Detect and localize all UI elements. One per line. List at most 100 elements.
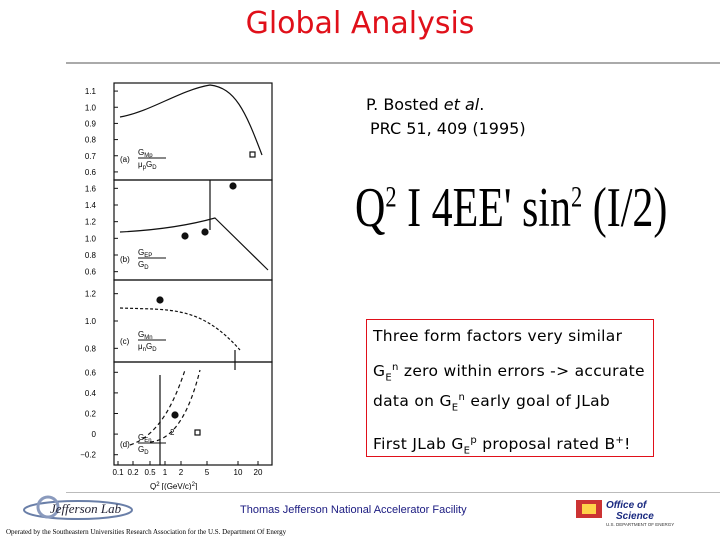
y-tick-label: 1.2 — [85, 218, 97, 227]
dot — [181, 232, 189, 240]
facility: Thomas Jefferson National Accelerator Fa… — [240, 504, 467, 516]
sub: Mp — [144, 153, 153, 159]
x-axis-label: Q2 [(GeV/c)2] — [150, 482, 197, 490]
dot — [156, 296, 164, 304]
x-tick-label: 2 — [179, 468, 184, 477]
ratio-part: GEP — [138, 248, 152, 259]
text: . — [479, 95, 485, 114]
y-tick-label: 1.6 — [85, 184, 97, 193]
y-tick-label: 0.2 — [85, 410, 97, 419]
base: G — [138, 330, 144, 339]
y-tick-label: 0 — [92, 430, 97, 439]
sub: n — [143, 347, 146, 353]
base: G — [138, 248, 144, 257]
y-tick-label: 0.6 — [85, 368, 97, 377]
sup: + — [615, 434, 625, 446]
curves — [119, 84, 269, 465]
y-tick-label: 1.4 — [85, 201, 97, 210]
base: G — [138, 260, 144, 269]
curve — [129, 369, 201, 446]
sub: p — [143, 165, 147, 171]
base: Q — [150, 482, 156, 490]
title-rule — [66, 62, 720, 64]
y-tick-label: 0.4 — [85, 389, 97, 398]
text: zero within errors -> accurate data on G — [373, 362, 645, 411]
y-tick-label: 0.8 — [85, 136, 97, 145]
logo-mark — [582, 504, 596, 514]
ratio-part: GMp — [138, 148, 153, 159]
y-tick-label: 0.7 — [85, 152, 97, 161]
text: early goal of JLab — [465, 392, 611, 411]
ratio-part: GMn — [138, 330, 153, 341]
x-tick-label: 0.2 — [127, 468, 139, 477]
bullet: GEn zero within errors -> accurate data … — [373, 358, 647, 419]
base: μ — [138, 342, 143, 351]
y-tick-label: 0.6 — [85, 268, 97, 277]
text: et al — [443, 95, 480, 114]
logo-text: Office of — [606, 500, 648, 511]
text: P. Bosted — [366, 95, 444, 114]
y-tick-label: 0.8 — [85, 344, 97, 353]
x-tick-label: 5 — [205, 468, 210, 477]
text: G — [373, 362, 386, 381]
figure: 1.11.00.90.80.70.6(a)GMpμpGD1.61.41.21.0… — [80, 82, 273, 490]
journal: PRC 51, 409 (1995) — [370, 119, 526, 138]
y-tick-label: −0.2 — [80, 451, 96, 460]
square — [249, 151, 256, 158]
power: 2 — [170, 428, 175, 437]
text: First JLab G — [373, 434, 464, 453]
sub: D — [144, 265, 149, 271]
sub: D — [144, 450, 149, 456]
text: Three form factors very similar — [373, 327, 623, 345]
sub: D — [152, 165, 157, 171]
bullet-box: Three form factors very similar GEn zero… — [366, 319, 654, 457]
x-tick-label: 0.5 — [144, 468, 156, 477]
base: [(GeV/c) — [160, 482, 192, 490]
text: Ι 4EE' sin — [396, 177, 571, 239]
ratio-part: μnGD — [138, 342, 157, 353]
text: proposal rated B — [477, 434, 616, 453]
sub: E — [463, 444, 471, 456]
x-tick-label: 0.1 — [112, 468, 124, 477]
dot — [201, 228, 209, 236]
formula: Q2 Ι 4EE' sin2 (Ι/2) — [355, 176, 667, 240]
footer-rule — [66, 492, 720, 493]
panel-label: (d) — [120, 440, 130, 449]
text: ! — [624, 434, 631, 453]
panel-label: (a) — [120, 155, 130, 164]
panel-label: (c) — [120, 337, 130, 346]
reference: P. Bosted et al. PRC 51, 409 (1995) — [366, 93, 526, 141]
sub: EP — [144, 253, 152, 259]
x-tick-label: 1 — [163, 468, 168, 477]
operated-by: Operated by the Southeastern Universitie… — [6, 528, 287, 536]
y-tick-label: 0.6 — [85, 168, 97, 177]
ratio-part: μpGD — [138, 160, 157, 171]
error-bar — [159, 180, 236, 465]
y-tick-label: 0.9 — [85, 119, 97, 128]
y-tick-label: 1.0 — [85, 234, 97, 243]
text: Q — [355, 177, 386, 239]
sup: 2 — [156, 482, 160, 488]
sub: D — [152, 347, 157, 353]
dot — [171, 411, 179, 419]
jlab-logo: Jefferson Lab — [23, 495, 133, 520]
curve — [119, 84, 263, 156]
sup: 2 — [385, 180, 397, 214]
y-tick-label: 1.0 — [85, 317, 97, 326]
logo-ring — [36, 495, 60, 519]
sup: p — [470, 434, 477, 446]
logo-text: U.S. DEPARTMENT OF ENERGY — [606, 522, 674, 527]
sup: n — [458, 392, 466, 404]
base: G — [138, 433, 144, 442]
sup: n — [391, 362, 399, 373]
x-tick-label: 10 — [234, 468, 243, 477]
slide-title: Global Analysis — [245, 6, 475, 41]
bullet: First JLab GEp proposal rated B+! — [373, 431, 647, 461]
y-tick-label: 1.0 — [85, 103, 97, 112]
y-tick-label: 0.8 — [85, 251, 97, 260]
base: G — [138, 148, 144, 157]
ratio-part: GD — [138, 445, 149, 456]
base: G — [146, 342, 152, 351]
sup: 2 — [192, 482, 196, 488]
